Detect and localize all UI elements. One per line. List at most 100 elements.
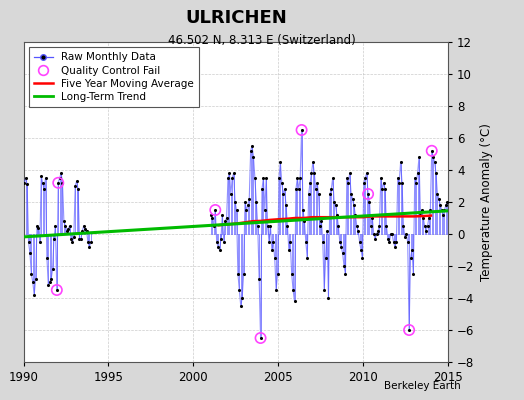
Point (235, 287, 244, 293)
Point (288, 271, 296, 277)
Point (394, 175, 402, 181)
Point (207, 212, 215, 218)
Point (285, 247, 293, 253)
Point (71, 183, 80, 189)
Point (221, 218, 230, 224)
Point (426, 207, 434, 213)
Point (77, 236, 85, 242)
Point (439, 212, 447, 218)
Point (54, 180, 62, 186)
Point (326, 191, 334, 197)
Point (24, 239, 32, 245)
Point (282, 202, 290, 208)
Point (388, 231, 396, 237)
Point (250, 175, 259, 181)
Title: ULRICHEN: ULRICHEN (185, 8, 287, 26)
Point (292, 186, 300, 192)
Point (286, 239, 294, 245)
Point (266, 223, 275, 229)
Point (405, 327, 413, 333)
Point (331, 202, 340, 208)
Point (85, 244, 94, 250)
Point (319, 239, 327, 245)
Point (347, 191, 355, 197)
Point (27, 271, 36, 277)
Y-axis label: Temperature Anomaly (°C): Temperature Anomaly (°C) (480, 123, 493, 281)
Point (341, 271, 350, 277)
Point (364, 191, 372, 197)
Point (350, 202, 358, 208)
Point (29, 279, 37, 285)
Point (415, 154, 423, 160)
Point (364, 191, 372, 197)
Point (378, 186, 386, 192)
Point (361, 175, 369, 181)
Legend: Raw Monthly Data, Quality Control Fail, Five Year Moving Average, Long-Term Tren: Raw Monthly Data, Quality Control Fail, … (29, 47, 199, 107)
Point (208, 215, 216, 221)
Point (66, 223, 74, 229)
Point (81, 226, 89, 232)
Point (230, 170, 238, 176)
Point (289, 287, 297, 293)
Point (373, 231, 381, 237)
Point (419, 215, 428, 221)
Point (239, 271, 248, 277)
Point (395, 180, 403, 186)
Point (61, 223, 70, 229)
Point (416, 212, 424, 218)
Point (296, 175, 304, 181)
Point (211, 207, 220, 213)
Point (377, 175, 385, 181)
Point (321, 255, 330, 261)
Point (54, 180, 62, 186)
Point (368, 215, 377, 221)
Point (44, 282, 52, 288)
Point (304, 191, 313, 197)
Point (56, 175, 64, 181)
Point (333, 212, 341, 218)
Point (343, 175, 351, 181)
Point (406, 255, 414, 261)
Point (70, 234, 78, 240)
Point (283, 223, 292, 229)
Point (363, 170, 371, 176)
Point (232, 207, 241, 213)
Point (234, 271, 242, 277)
Point (344, 180, 353, 186)
Point (57, 170, 66, 176)
Point (246, 148, 255, 154)
Point (422, 228, 430, 234)
Point (274, 271, 282, 277)
Point (52, 287, 61, 293)
Point (259, 175, 268, 181)
Point (38, 180, 47, 186)
Point (26, 250, 34, 256)
Point (434, 196, 443, 202)
Point (430, 159, 439, 165)
Point (339, 250, 347, 256)
Point (436, 202, 444, 208)
Point (84, 239, 92, 245)
Point (245, 196, 254, 202)
Point (30, 292, 38, 298)
Point (345, 170, 354, 176)
Point (58, 180, 67, 186)
Point (327, 186, 335, 192)
Point (438, 207, 446, 213)
Point (51, 223, 60, 229)
Point (409, 271, 418, 277)
Point (242, 207, 250, 213)
Point (64, 226, 72, 232)
Point (412, 180, 420, 186)
Point (334, 223, 343, 229)
Point (260, 207, 269, 213)
Point (442, 202, 450, 208)
Point (309, 159, 317, 165)
Point (78, 228, 86, 234)
Point (210, 223, 218, 229)
Point (351, 212, 359, 218)
Point (268, 247, 276, 253)
Point (62, 228, 71, 234)
Point (383, 223, 391, 229)
Point (256, 335, 265, 341)
